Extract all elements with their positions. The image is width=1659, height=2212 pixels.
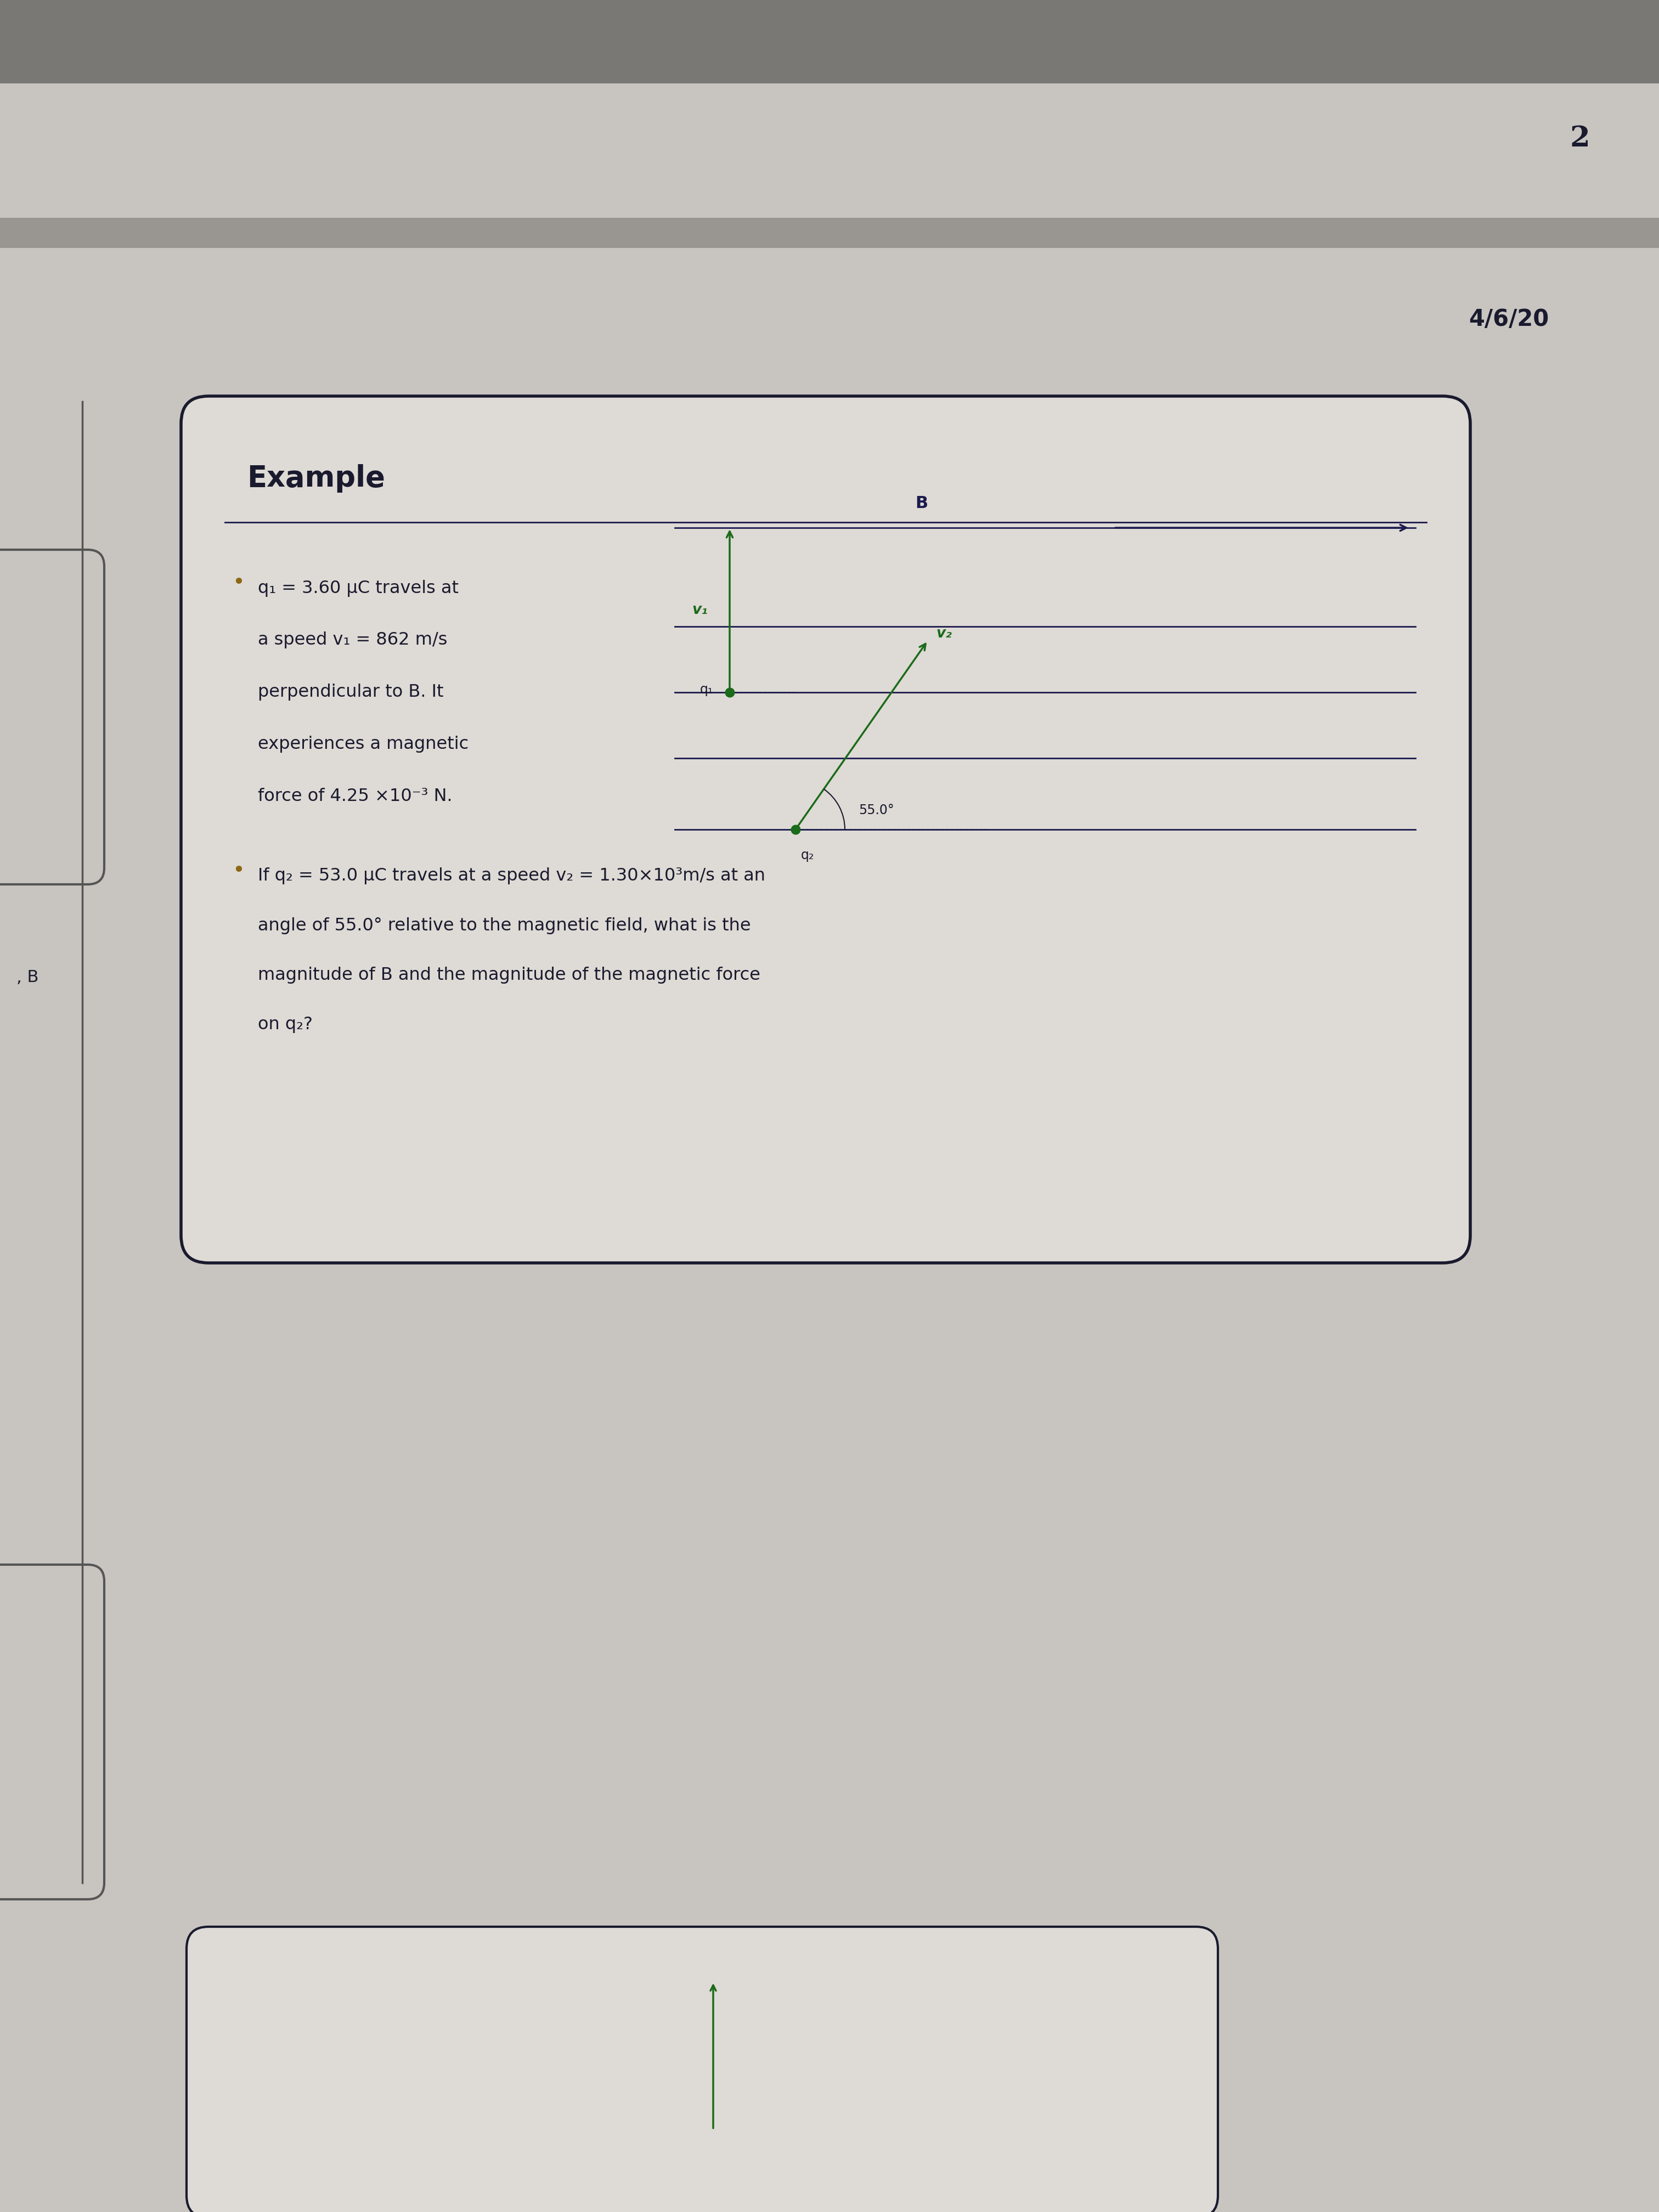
Text: , B: , B bbox=[17, 969, 38, 987]
Text: •: • bbox=[232, 573, 246, 593]
FancyBboxPatch shape bbox=[0, 1564, 105, 1900]
Text: •: • bbox=[232, 860, 246, 880]
Text: v₂: v₂ bbox=[936, 626, 952, 641]
Text: q₁ = 3.60 μC travels at: q₁ = 3.60 μC travels at bbox=[257, 580, 458, 597]
Bar bbox=[0, 217, 1659, 248]
FancyBboxPatch shape bbox=[181, 396, 1470, 1263]
Text: on q₂?: on q₂? bbox=[257, 1015, 312, 1033]
Text: perpendicular to B. It: perpendicular to B. It bbox=[257, 684, 443, 701]
Bar bbox=[192, 407, 1460, 1252]
FancyBboxPatch shape bbox=[186, 1927, 1218, 2212]
Bar bbox=[0, 0, 1659, 84]
Text: a speed v₁ = 862 m/s: a speed v₁ = 862 m/s bbox=[257, 633, 448, 648]
Text: 4/6/20: 4/6/20 bbox=[1468, 307, 1550, 332]
Text: B: B bbox=[916, 495, 927, 511]
FancyBboxPatch shape bbox=[0, 551, 105, 885]
Text: q₁: q₁ bbox=[700, 684, 713, 697]
Text: q₂: q₂ bbox=[801, 849, 815, 863]
Text: Example: Example bbox=[247, 465, 385, 493]
Text: If q₂ = 53.0 μC travels at a speed v₂ = 1.30×10³m/s at an: If q₂ = 53.0 μC travels at a speed v₂ = … bbox=[257, 867, 765, 885]
Text: 2: 2 bbox=[1569, 124, 1589, 153]
Text: experiences a magnetic: experiences a magnetic bbox=[257, 737, 468, 752]
Text: angle of 55.0° relative to the magnetic field, what is the: angle of 55.0° relative to the magnetic … bbox=[257, 918, 752, 933]
Text: 55.0°: 55.0° bbox=[859, 803, 894, 816]
Text: magnitude of B and the magnitude of the magnetic force: magnitude of B and the magnitude of the … bbox=[257, 967, 760, 984]
Text: v₁: v₁ bbox=[692, 604, 708, 617]
Text: force of 4.25 ×10⁻³ N.: force of 4.25 ×10⁻³ N. bbox=[257, 787, 453, 805]
